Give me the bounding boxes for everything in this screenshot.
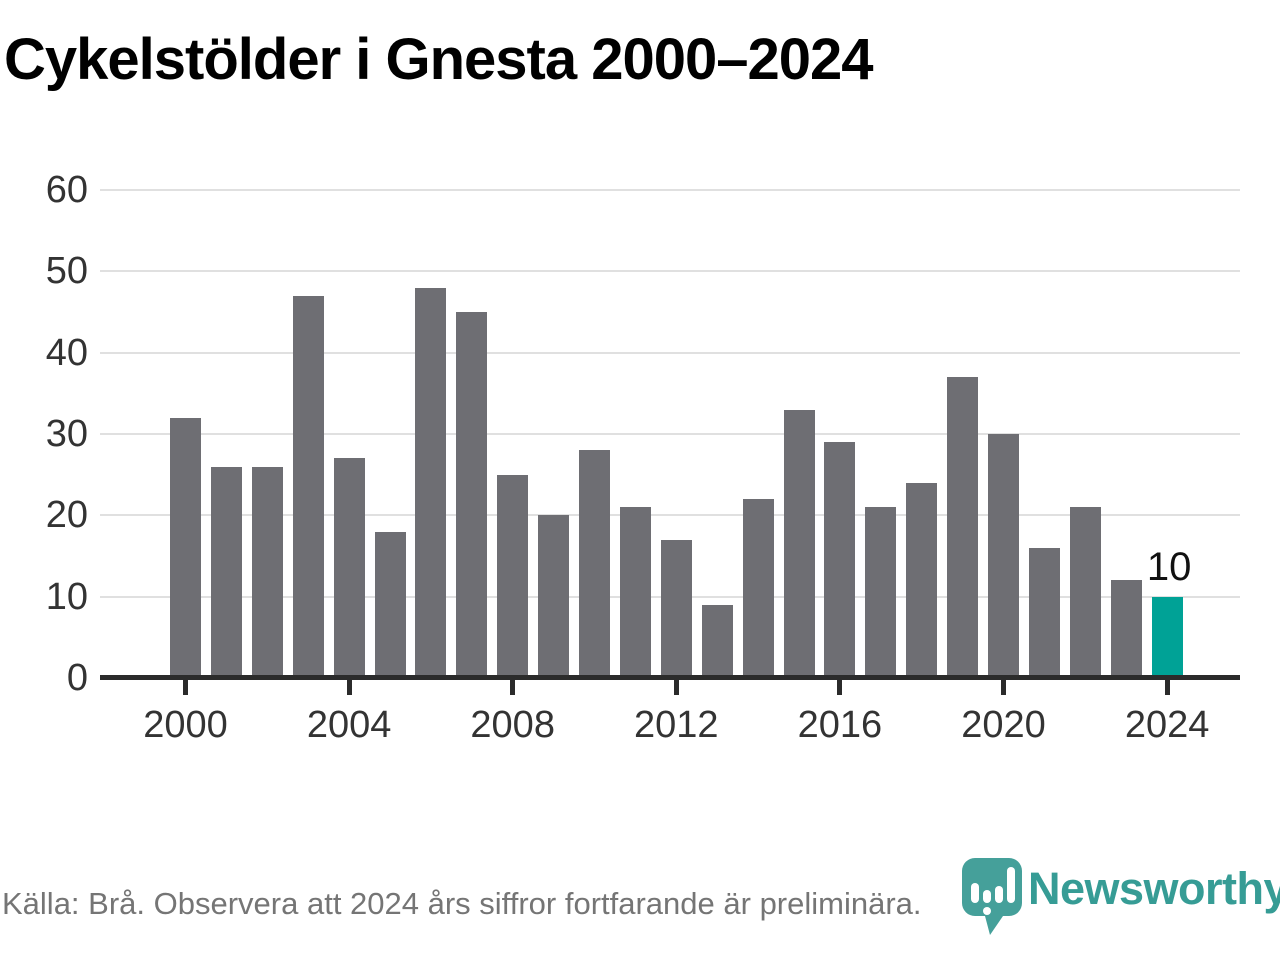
gridline-40 [100, 351, 1240, 354]
page-title: Cykelstölder i Gnesta 2000–2024 [4, 27, 874, 92]
bar-2011 [619, 507, 651, 678]
y-axis-tick-label-60: 60 [45, 169, 88, 211]
bar-2004 [333, 458, 365, 678]
y-axis-tick-label-40: 40 [45, 331, 88, 374]
bar-2024 [1151, 596, 1183, 678]
bar-2013 [701, 604, 733, 678]
x-axis-line [100, 675, 1240, 680]
gridline-60 [100, 189, 1240, 191]
bar-2010 [579, 450, 610, 678]
bar-2018 [906, 482, 938, 678]
plot-area: 0 10 20 30 40 50 60 2000 2004 2008 2012 2016 2020 202… [46, 171, 1240, 746]
y-axis-tick-label-10: 10 [45, 575, 88, 618]
gridline-30 [100, 433, 1240, 435]
gridline-50 [100, 270, 1240, 273]
bar-2001 [210, 466, 242, 678]
x-axis-tick-2004 [346, 678, 352, 695]
data-label-2024: 10 [1146, 544, 1192, 589]
bar-2019 [947, 377, 979, 678]
y-axis-tick-label-20: 20 [45, 494, 88, 537]
x-axis-tick-label-2016: 2016 [797, 704, 883, 746]
y-axis-tick-label-50: 50 [45, 250, 88, 293]
bar-2006 [415, 287, 447, 678]
bar-2007 [456, 312, 488, 678]
x-axis-tick-label-2012: 2012 [634, 704, 719, 746]
bar-2014 [742, 499, 774, 678]
x-axis-tick-label-2020: 2020 [961, 704, 1046, 746]
x-axis-tick-label-2008: 2008 [470, 704, 555, 746]
newsworthy-wordmark: Newsworthy [1028, 863, 1280, 914]
x-axis-tick-2016 [837, 678, 843, 695]
newsworthy-logo: Newsworthy [961, 857, 1280, 937]
source-note: Källa: Brå. Observera att 2024 års siffr… [2, 886, 922, 921]
bar-2023 [1110, 580, 1142, 678]
newsworthy-speech-bubble-bar-chart-icon [962, 858, 1022, 935]
x-axis-tick-2020 [1001, 678, 1006, 695]
bar-2008 [497, 474, 529, 678]
bar-2017 [865, 507, 897, 678]
bar-2020 [988, 434, 1019, 678]
bar-2003 [292, 295, 324, 678]
x-axis-tick-label-2000: 2000 [143, 704, 228, 746]
x-axis-tick-2008 [510, 678, 516, 695]
bar-2002 [251, 466, 283, 678]
x-axis-tick-2000 [183, 678, 188, 695]
bar-2005 [374, 531, 406, 678]
x-axis-tick-label-2004: 2004 [306, 704, 392, 746]
bar-2015 [783, 409, 815, 678]
bar-2021 [1028, 547, 1060, 678]
bar-2009 [538, 515, 570, 678]
y-axis-tick-label-30: 30 [45, 413, 88, 455]
x-axis-tick-2012 [673, 678, 679, 695]
bar-2012 [660, 539, 692, 678]
x-axis-tick-2024 [1164, 678, 1170, 695]
bar-2016 [824, 442, 856, 678]
x-axis-tick-label-2024: 2024 [1124, 704, 1210, 746]
bar-2000 [170, 417, 201, 678]
bar-2022 [1069, 507, 1101, 678]
gridline-20 [100, 514, 1240, 517]
y-axis-tick-label-0: 0 [66, 657, 88, 699]
